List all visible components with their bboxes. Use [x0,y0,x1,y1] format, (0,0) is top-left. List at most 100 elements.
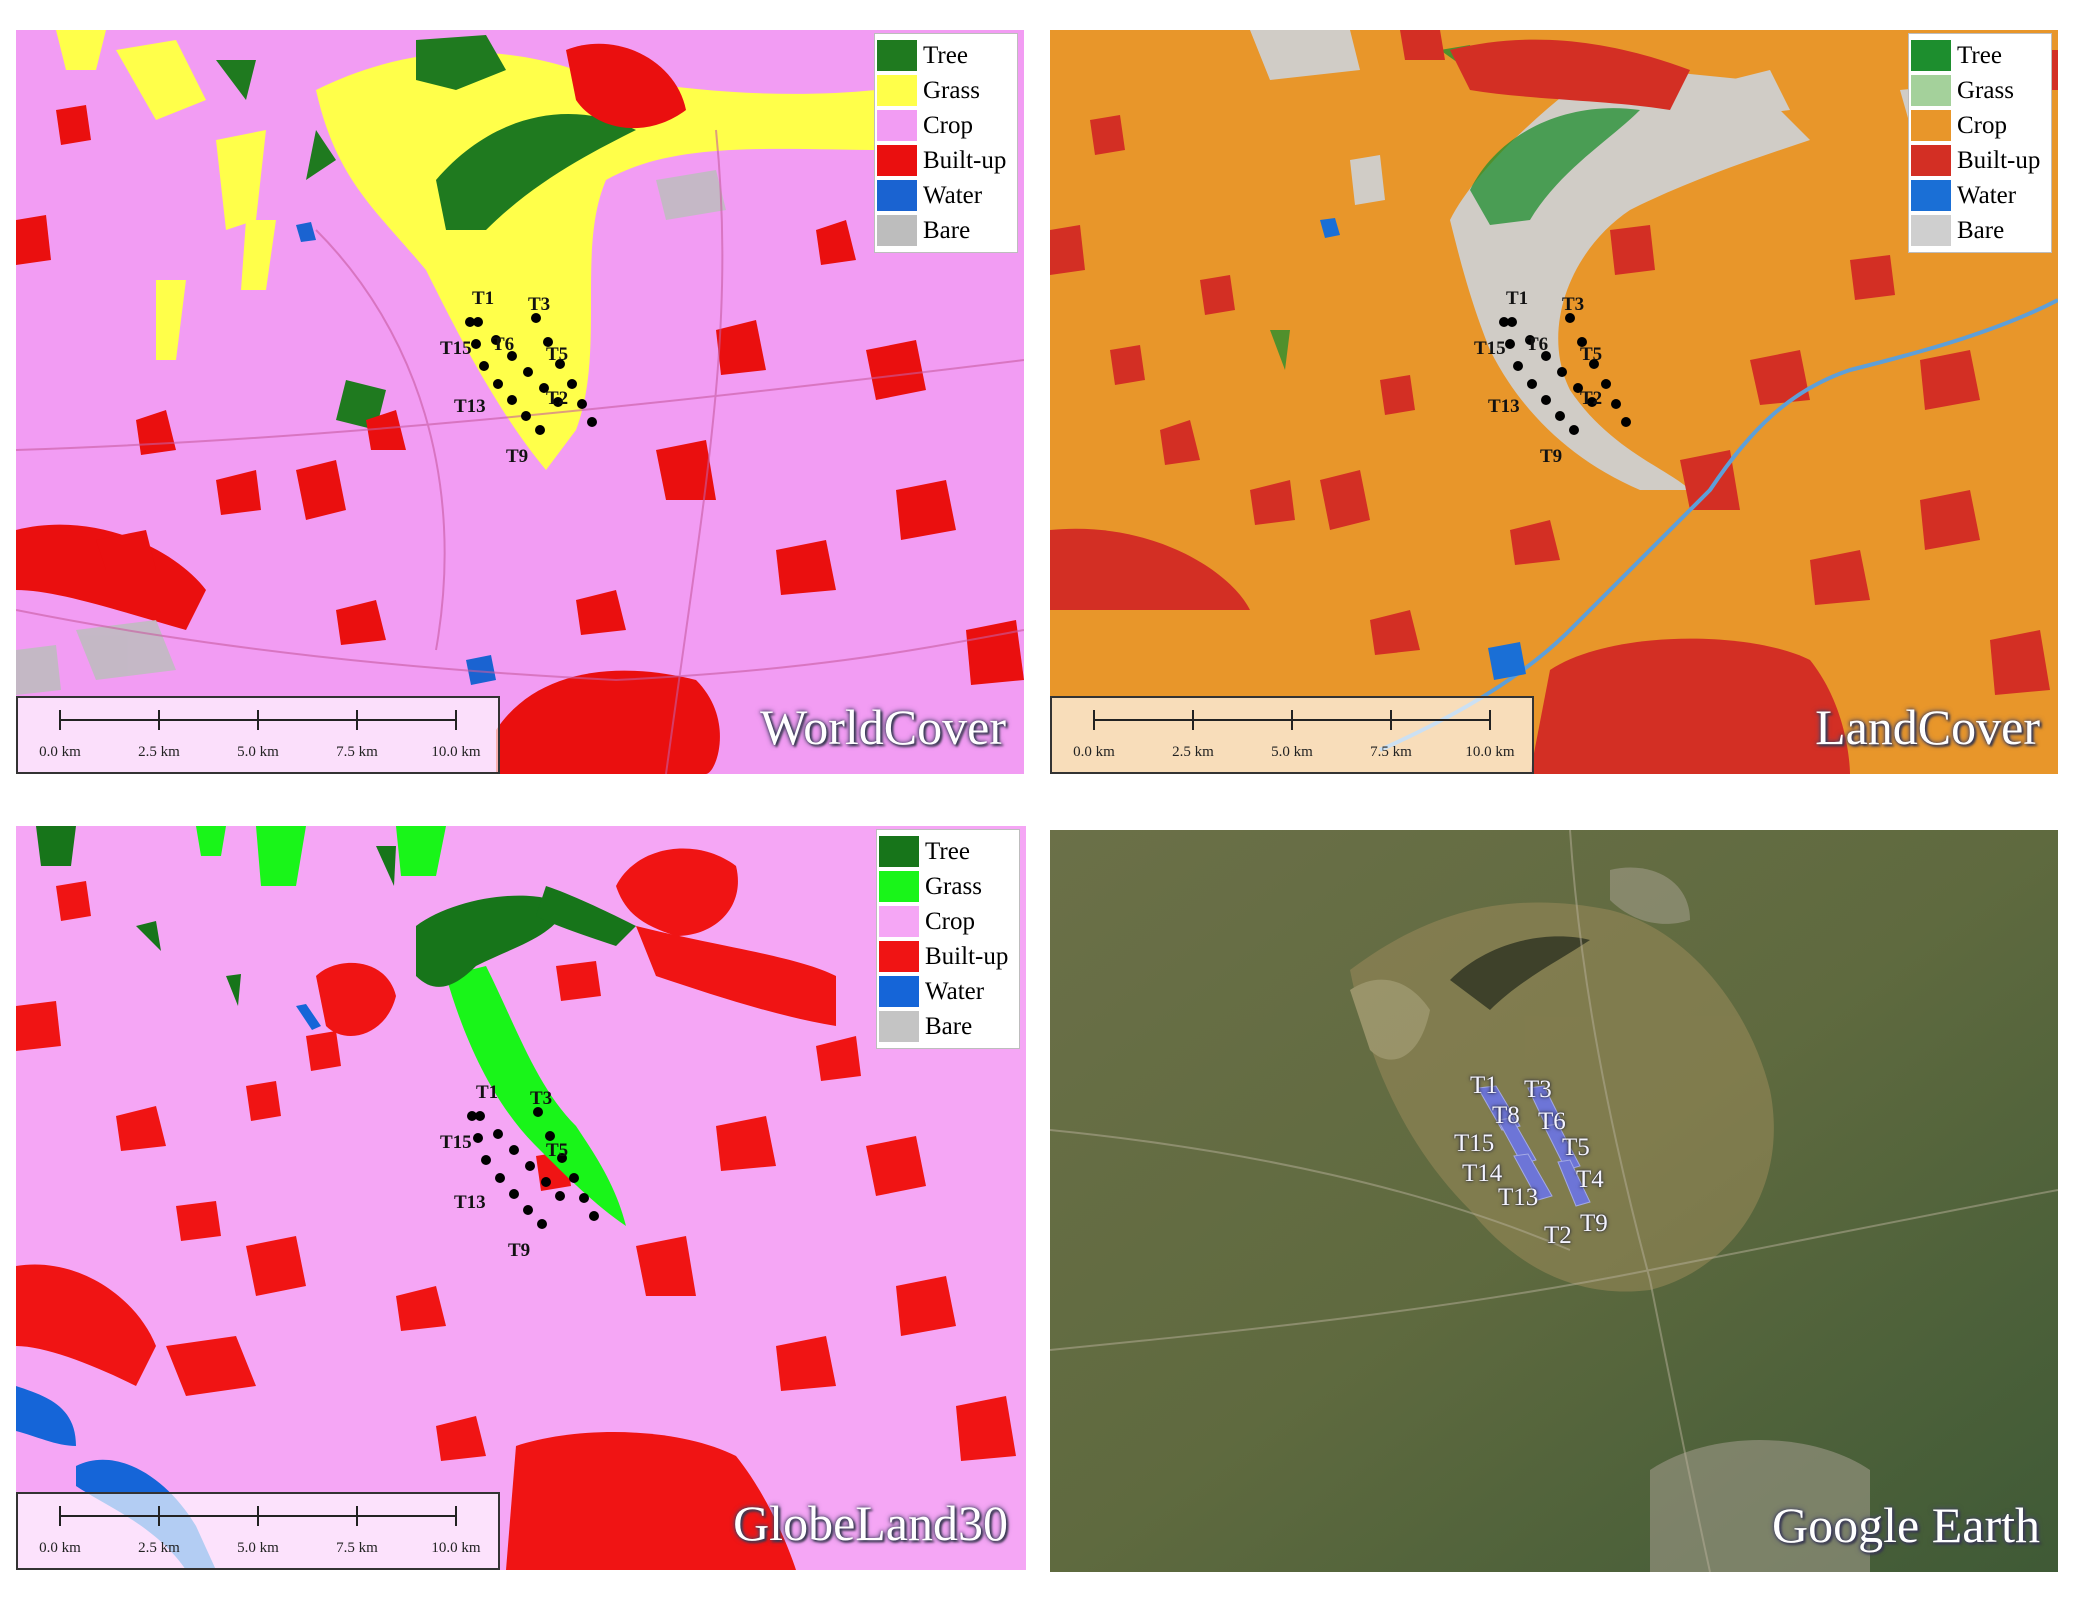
turbine-dot [1555,411,1565,421]
scale-bar-line [59,1506,457,1526]
scale-tick-label: 2.5 km [138,1540,180,1556]
landcover-legend: Tree Grass Crop Built-up Water Bare [1908,33,2052,253]
legend-swatch-bare [1911,215,1951,246]
turbine-dot [475,1111,485,1121]
turbine-dot [1513,361,1523,371]
scale-tick-label: 0.0 km [1073,744,1115,760]
turbine-dot [1569,425,1579,435]
turbine-dot [1611,399,1621,409]
turbine-dot [1565,313,1575,323]
turbine-dot [507,351,517,361]
turbine-label: T6 [492,334,515,355]
legend-label: Water [1957,181,2017,209]
turbine-dot [509,1189,519,1199]
landcover-title: LandCover [1815,699,2040,755]
turbine-dot [465,317,475,327]
scale-tick-label: 10.0 km [431,1540,481,1556]
turbine-label: T9 [508,1240,531,1261]
legend-item-water: Water [877,974,1019,1009]
turbine-dot [555,359,565,369]
turbine-dot [587,417,597,427]
turbine-dot [1505,339,1515,349]
turbine-dot [589,1211,599,1221]
turbine-dot [1507,317,1517,327]
legend-label: Tree [925,837,970,865]
legend-swatch-grass [877,75,917,106]
scale-tick-label: 2.5 km [138,744,180,760]
turbine-label: T4 [1576,1166,1604,1193]
turbine-dot [493,1129,503,1139]
legend-swatch-tree [879,836,919,867]
legend-label: Tree [1957,41,2002,69]
turbine-label: T1 [1470,1072,1498,1099]
turbine-label: T3 [1562,294,1585,315]
worldcover-title: WorldCover [760,699,1006,755]
turbine-dot [523,1205,533,1215]
turbine-label: T13 [1498,1184,1539,1211]
turbine-markers [467,1107,599,1229]
legend-swatch-builtup [1911,145,1951,176]
scale-tick-label: 7.5 km [336,744,378,760]
legend-swatch-water [1911,180,1951,211]
turbine-label: T9 [506,446,529,467]
legend-swatch-crop [1911,110,1951,141]
worldcover-map-panel: Tree Grass Crop Built-up Water Bare 0.0 km 2.… [16,30,1024,774]
legend-swatch-bare [877,215,917,246]
turbine-label: T5 [1580,344,1603,365]
turbine-dot [1557,367,1567,377]
turbine-dot [555,1191,565,1201]
legend-label: Bare [923,216,971,244]
legend-swatch-grass [1911,75,1951,106]
turbine-dot [507,395,517,405]
turbine-dot [473,1133,483,1143]
turbine-dot [1573,383,1583,393]
turbine-label: T5 [546,1140,569,1161]
legend-item-builtup: Built-up [1909,143,2051,178]
legend-label: Bare [1957,216,2005,244]
turbine-dot [473,317,483,327]
legend-swatch-tree [1911,40,1951,71]
turbine-label: T13 [454,396,486,417]
turbine-label: T3 [530,1088,553,1109]
turbine-label: T15 [1474,338,1506,359]
legend-item-builtup: Built-up [875,143,1017,178]
google-earth-panel: T1 T3 T8 T6 T15 T5 T14 T4 T13 T9 T2 Goog… [1050,830,2058,1572]
turbine-dot [525,1161,535,1171]
legend-label: Tree [923,41,968,69]
legend-label: Crop [923,111,973,139]
turbine-dot [567,379,577,389]
turbine-dot [481,1155,491,1165]
legend-item-water: Water [875,178,1017,213]
turbine-dot [467,1111,477,1121]
turbine-label: T13 [1488,396,1520,417]
legend-item-crop: Crop [875,108,1017,143]
landcover-scale-bar: 0.0 km 2.5 km 5.0 km 7.5 km 10.0 km [1050,696,1534,774]
turbine-label: T3 [528,294,551,315]
legend-item-bare: Bare [1909,213,2051,248]
globeland30-legend: Tree Grass Crop Built-up Water Bare [876,829,1020,1049]
landcover-map-panel: Tree Grass Crop Built-up Water Bare 0.0 km 2.… [1050,30,2058,774]
turbine-label: T15 [440,1132,472,1153]
turbine-label: T3 [1524,1076,1552,1103]
turbine-dot [1577,337,1587,347]
turbine-markers [465,313,597,435]
turbine-dot [541,1177,551,1187]
scale-tick-label: 5.0 km [237,744,279,760]
turbine-dot [491,335,501,345]
turbine-dot [579,1193,589,1203]
satellite-image [1050,830,2058,1572]
turbine-dot [523,367,533,377]
legend-label: Grass [925,872,982,900]
legend-item-builtup: Built-up [877,939,1019,974]
legend-item-grass: Grass [875,73,1017,108]
legend-swatch-grass [879,871,919,902]
turbine-label: T2 [546,388,569,409]
scale-tick-label: 0.0 km [39,1540,81,1556]
legend-item-bare: Bare [875,213,1017,248]
worldcover-map-image [16,30,1024,774]
worldcover-legend: Tree Grass Crop Built-up Water Bare [874,33,1018,253]
turbine-dot [533,1107,543,1117]
legend-swatch-crop [877,110,917,141]
legend-swatch-bare [879,1011,919,1042]
turbine-dot [1541,351,1551,361]
